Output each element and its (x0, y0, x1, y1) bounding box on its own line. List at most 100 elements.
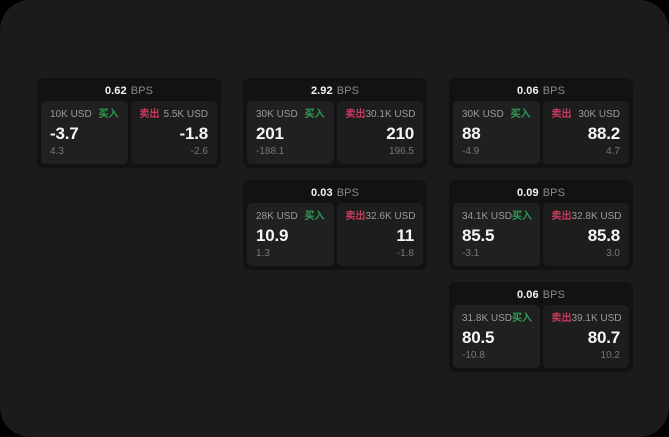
sell-header-row: 卖出 32.8K USD (551, 211, 622, 223)
bps-value: 0.03 (310, 187, 333, 199)
sell-size-label: 32.6K USD (365, 211, 416, 222)
buy-action-label[interactable]: 买入 (304, 109, 325, 120)
buy-size-label: 30K USD (462, 109, 504, 120)
buy-action-label[interactable]: 买入 (510, 109, 531, 120)
buy-header-row: 34.1K USD 买入 (462, 211, 533, 223)
sell-side-panel[interactable]: 卖出 5.5K USD -1.8 -2.6 (130, 101, 217, 164)
sell-delta: -1.8 (396, 248, 414, 259)
buy-price: 88 (462, 124, 481, 143)
quote-card[interactable]: 0.06 BPS 31.8K USD 买入 80.5 -10.8 卖出 39.1K USD 80… (449, 282, 633, 372)
sell-size-label: 39.1K USD (571, 313, 622, 324)
bps-value: 2.92 (310, 85, 333, 97)
bps-value: 0.06 (516, 289, 539, 301)
buy-side-panel[interactable]: 30K USD 买入 88 -4.9 (453, 101, 540, 164)
sell-price: 11 (396, 226, 414, 245)
sell-price: 210 (386, 124, 414, 143)
bps-value: 0.62 (104, 85, 127, 97)
card-header: 2.92 BPS (247, 82, 423, 101)
quote-board: 0.62 BPS 10K USD 买入 -3.7 4.3 卖出 5.5K USD -1.8 -2.… (37, 78, 633, 372)
sell-action-label[interactable]: 卖出 (345, 211, 366, 222)
sell-price: 88.2 (587, 124, 620, 143)
sell-action-label[interactable]: 卖出 (139, 109, 160, 120)
bps-unit-label: BPS (542, 187, 566, 199)
sell-header-row: 卖出 30.1K USD (345, 109, 416, 121)
card-header: 0.06 BPS (453, 286, 629, 305)
sell-size-label: 30.1K USD (365, 109, 416, 120)
sell-delta: 196.5 (388, 146, 414, 157)
card-header: 0.09 BPS (453, 184, 629, 203)
sell-side-panel[interactable]: 卖出 30.1K USD 210 196.5 (336, 101, 423, 164)
sell-size-label: 30K USD (578, 109, 620, 120)
quote-card[interactable]: 0.06 BPS 30K USD 买入 88 -4.9 卖出 30K USD 88.2 4.7 (449, 78, 633, 168)
buy-delta: -4.9 (462, 146, 480, 157)
buy-header-row: 10K USD 买入 (50, 109, 119, 121)
sell-delta: 4.7 (606, 146, 620, 157)
buy-size-label: 34.1K USD (462, 211, 513, 222)
bps-unit-label: BPS (542, 289, 566, 301)
buy-price: 201 (256, 124, 284, 143)
buy-price: 85.5 (462, 226, 495, 245)
card-body: 34.1K USD 买入 85.5 -3.1 卖出 32.8K USD 85.8 3.0 (453, 203, 629, 266)
sell-side-panel[interactable]: 卖出 32.6K USD 11 -1.8 (336, 203, 423, 266)
sell-action-label[interactable]: 卖出 (551, 313, 572, 324)
buy-delta: -10.8 (462, 350, 485, 361)
buy-header-row: 28K USD 买入 (256, 211, 325, 223)
card-body: 10K USD 买入 -3.7 4.3 卖出 5.5K USD -1.8 -2.6 (41, 101, 217, 164)
buy-delta: 4.3 (50, 146, 64, 157)
sell-action-label[interactable]: 卖出 (551, 109, 572, 120)
bps-unit-label: BPS (130, 85, 154, 97)
card-header: 0.06 BPS (453, 82, 629, 101)
buy-size-label: 31.8K USD (462, 313, 513, 324)
quote-card[interactable]: 0.09 BPS 34.1K USD 买入 85.5 -3.1 卖出 32.8K USD 85.… (449, 180, 633, 270)
buy-action-label[interactable]: 买入 (512, 211, 533, 222)
buy-side-panel[interactable]: 34.1K USD 买入 85.5 -3.1 (453, 203, 540, 266)
sell-header-row: 卖出 32.6K USD (345, 211, 416, 223)
sell-size-label: 32.8K USD (571, 211, 622, 222)
buy-side-panel[interactable]: 30K USD 买入 201 -188.1 (247, 101, 334, 164)
buy-size-label: 28K USD (256, 211, 298, 222)
buy-header-row: 30K USD 买入 (462, 109, 531, 121)
quote-column: 0.62 BPS 10K USD 买入 -3.7 4.3 卖出 5.5K USD -1.8 -2.… (37, 78, 221, 168)
buy-delta: -3.1 (462, 248, 480, 259)
buy-header-row: 30K USD 买入 (256, 109, 325, 121)
sell-price: 85.8 (587, 226, 620, 245)
buy-side-panel[interactable]: 31.8K USD 买入 80.5 -10.8 (453, 305, 540, 368)
bps-unit-label: BPS (542, 85, 566, 97)
buy-price: 80.5 (462, 328, 495, 347)
quote-column: 2.92 BPS 30K USD 买入 201 -188.1 卖出 30.1K USD 210 1… (243, 78, 427, 270)
sell-action-label[interactable]: 卖出 (345, 109, 366, 120)
buy-side-panel[interactable]: 10K USD 买入 -3.7 4.3 (41, 101, 128, 164)
buy-delta: 1.3 (256, 248, 270, 259)
card-body: 31.8K USD 买入 80.5 -10.8 卖出 39.1K USD 80.7 10.2 (453, 305, 629, 368)
buy-price: 10.9 (256, 226, 289, 245)
card-body: 28K USD 买入 10.9 1.3 卖出 32.6K USD 11 -1.8 (247, 203, 423, 266)
buy-action-label[interactable]: 买入 (304, 211, 325, 222)
sell-delta: 3.0 (606, 248, 620, 259)
buy-action-label[interactable]: 买入 (98, 109, 119, 120)
buy-size-label: 10K USD (50, 109, 92, 120)
sell-size-label: 5.5K USD (163, 109, 208, 120)
buy-action-label[interactable]: 买入 (512, 313, 533, 324)
sell-delta: -2.6 (190, 146, 208, 157)
sell-price: -1.8 (179, 124, 209, 143)
bps-unit-label: BPS (336, 85, 360, 97)
quote-card[interactable]: 0.62 BPS 10K USD 买入 -3.7 4.3 卖出 5.5K USD -1.8 -2.… (37, 78, 221, 168)
card-header: 0.03 BPS (247, 184, 423, 203)
buy-delta: -188.1 (256, 146, 285, 157)
buy-side-panel[interactable]: 28K USD 买入 10.9 1.3 (247, 203, 334, 266)
quote-card[interactable]: 0.03 BPS 28K USD 买入 10.9 1.3 卖出 32.6K USD 11 -1.8 (243, 180, 427, 270)
quote-card[interactable]: 2.92 BPS 30K USD 买入 201 -188.1 卖出 30.1K USD 210 1… (243, 78, 427, 168)
quote-column: 0.06 BPS 30K USD 买入 88 -4.9 卖出 30K USD 88.2 4.7 0.… (449, 78, 633, 372)
card-body: 30K USD 买入 201 -188.1 卖出 30.1K USD 210 196.5 (247, 101, 423, 164)
bps-value: 0.09 (516, 187, 539, 199)
sell-price: 80.7 (587, 328, 620, 347)
sell-side-panel[interactable]: 卖出 32.8K USD 85.8 3.0 (542, 203, 629, 266)
sell-action-label[interactable]: 卖出 (551, 211, 572, 222)
bps-value: 0.06 (516, 85, 539, 97)
buy-header-row: 31.8K USD 买入 (462, 313, 533, 325)
sell-header-row: 卖出 5.5K USD (140, 109, 209, 121)
card-body: 30K USD 买入 88 -4.9 卖出 30K USD 88.2 4.7 (453, 101, 629, 164)
sell-side-panel[interactable]: 卖出 30K USD 88.2 4.7 (542, 101, 629, 164)
sell-side-panel[interactable]: 卖出 39.1K USD 80.7 10.2 (542, 305, 629, 368)
